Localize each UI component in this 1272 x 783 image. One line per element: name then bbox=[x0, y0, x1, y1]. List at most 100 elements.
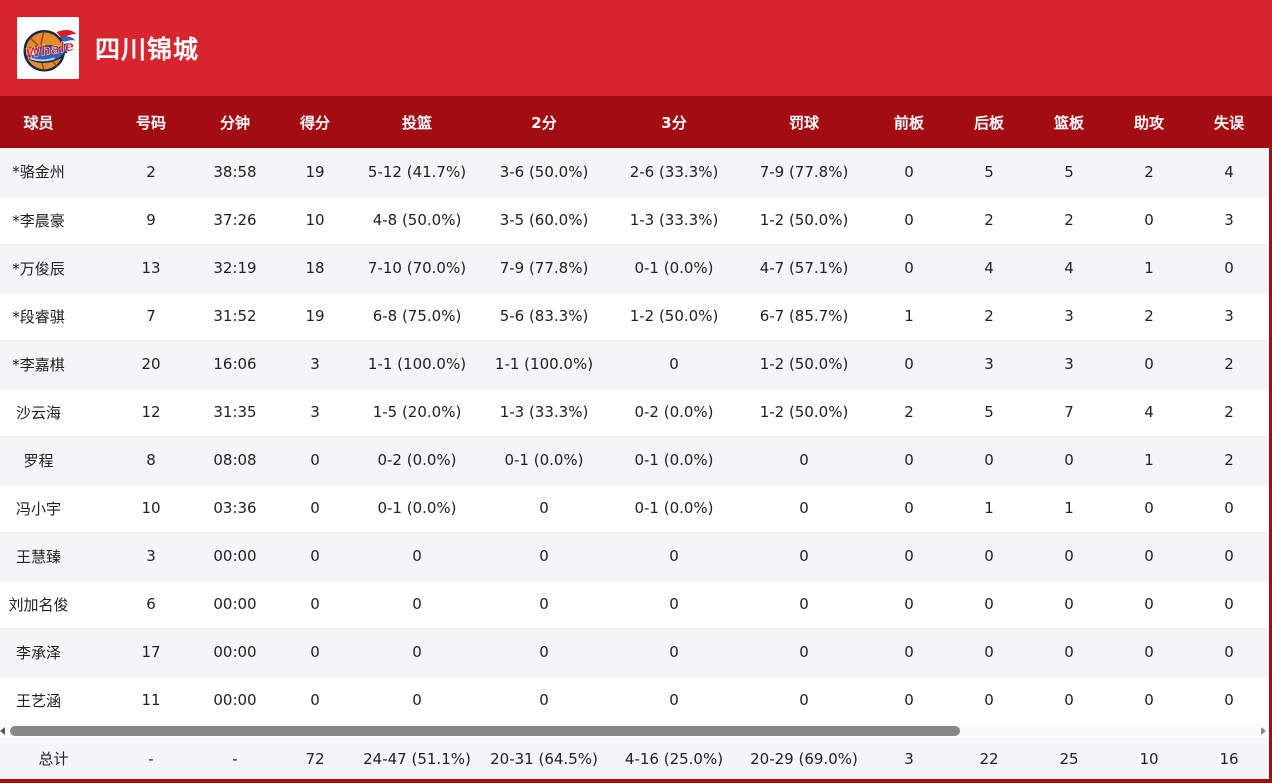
stat-cell: 0 bbox=[1109, 339, 1189, 388]
stat-cell: 2 bbox=[1189, 435, 1269, 484]
scroll-left-icon[interactable] bbox=[0, 727, 5, 735]
stat-cell: 0 bbox=[1189, 483, 1269, 532]
totals-table: 总计 - -72 24-47 (51.1%) 20-31 (64.5%) 4-16 (25… bbox=[0, 738, 1269, 779]
stat-cell: 0 bbox=[479, 675, 609, 724]
stat-cell: 4 bbox=[1109, 387, 1189, 436]
stat-cell: 0 bbox=[1109, 531, 1189, 580]
stat-cell: 1-3 (33.3%) bbox=[609, 195, 739, 244]
scrollbar-thumb[interactable] bbox=[10, 726, 960, 736]
stat-cell: 0 bbox=[609, 627, 739, 676]
totals-row: 总计 - -72 24-47 (51.1%) 20-31 (64.5%) 4-16 (25… bbox=[0, 738, 1269, 779]
stat-cell: 18 bbox=[275, 243, 355, 292]
stat-cell: 1-2 (50.0%) bbox=[739, 195, 869, 244]
stat-cell: 4-8 (50.0%) bbox=[355, 195, 479, 244]
stat-cell: 7 bbox=[1029, 387, 1109, 436]
column-header: 后板 bbox=[949, 96, 1029, 148]
stat-cell: 2 bbox=[1109, 291, 1189, 340]
stat-cell: 5 bbox=[984, 162, 994, 181]
total-stat-cell: 10 bbox=[1109, 738, 1189, 779]
horizontal-scrollbar[interactable] bbox=[0, 724, 1269, 738]
stat-cell: 3 bbox=[275, 387, 355, 436]
column-header: 得分 bbox=[275, 96, 355, 148]
stat-cell: 0-1 (0.0%) bbox=[609, 435, 739, 484]
stat-cell: 0 bbox=[355, 579, 479, 628]
stat-cell: 0 bbox=[869, 675, 949, 724]
player-name: *李晨豪 bbox=[0, 195, 107, 244]
player-name: *骆金州 bbox=[12, 163, 65, 182]
stat-cell: 0 bbox=[1109, 675, 1189, 724]
player-name: 罗程 bbox=[0, 435, 107, 484]
stat-cell: 2 bbox=[1144, 162, 1154, 181]
stat-cell: 6 bbox=[107, 579, 195, 628]
total-stat-cell: 24-47 (51.1%) bbox=[355, 738, 479, 779]
stat-cell: 8 bbox=[107, 435, 195, 484]
stat-cell: 0 bbox=[275, 483, 355, 532]
stat-cell: 3-5 (60.0%) bbox=[479, 195, 609, 244]
stat-cell: 3 bbox=[1029, 291, 1109, 340]
stat-cell: 0-1 (0.0%) bbox=[355, 483, 479, 532]
stat-cell: 1-2 (50.0%) bbox=[609, 291, 739, 340]
stat-cell: 0 bbox=[949, 531, 1029, 580]
stat-cell: 31:35 bbox=[195, 387, 275, 436]
app-header: Whale 四川锦城 bbox=[0, 0, 1272, 96]
stat-cell: 0 bbox=[949, 627, 1029, 676]
player-row: 罗程 8 08:08 0 0-2 (0.0%) 0-1 (0.0%) 0-1 (0.0%) 0… bbox=[0, 435, 1269, 484]
player-row: *段睿骐 7 31:52 19 6-8 (75.0%) 5-6 (83.3%) 1-2 (5… bbox=[0, 291, 1269, 340]
stat-cell: 1 bbox=[869, 291, 949, 340]
stat-cell: 0 bbox=[479, 531, 609, 580]
total-stat-cell: 3 bbox=[869, 738, 949, 779]
stats-table: 球员 号码 分钟 得分 投篮 2分 3分 罚球 前板 后板 篮板 助攻 失误 *骆金州 2 38:58 19 5… bbox=[0, 96, 1269, 724]
stat-cell: 2 bbox=[1029, 195, 1109, 244]
total-stat-cell: 22 bbox=[949, 738, 1029, 779]
stat-cell: 0 bbox=[869, 243, 949, 292]
stat-cell: 4 bbox=[1029, 243, 1109, 292]
player-row: 王艺涵 11 00:00 0 0 0 0 0 0 0 0 0 0 bbox=[0, 675, 1269, 724]
player-row: 冯小宇 10 03:36 0 0-1 (0.0%) 0 0-1 (0.0%) 0 0 1 1 0 0 bbox=[0, 483, 1269, 532]
team-logo: Whale bbox=[17, 17, 79, 79]
scroll-right-icon[interactable] bbox=[1261, 727, 1266, 735]
stat-cell: 03:36 bbox=[195, 483, 275, 532]
stat-cell: 0 bbox=[869, 339, 949, 388]
stat-cell: 5 bbox=[949, 387, 1029, 436]
total-stat-cell: - bbox=[195, 738, 275, 779]
player-row: 王慧臻 3 00:00 0 0 0 0 0 0 0 0 0 0 bbox=[0, 531, 1269, 580]
stat-cell: 0 bbox=[275, 579, 355, 628]
player-name: 刘加名俊 bbox=[0, 579, 107, 628]
stat-cell: 00:00 bbox=[195, 675, 275, 724]
stat-cell: 5-12 (41.7%) bbox=[367, 162, 467, 181]
stats-header-row: 球员 号码 分钟 得分 投篮 2分 3分 罚球 前板 后板 篮板 助攻 失误 bbox=[0, 96, 1269, 148]
stat-cell: 0 bbox=[275, 627, 355, 676]
total-stat-cell: 72 bbox=[275, 738, 355, 779]
stat-cell: 0 bbox=[1109, 579, 1189, 628]
svg-text:Whale: Whale bbox=[24, 38, 75, 62]
stat-cell: 10 bbox=[107, 483, 195, 532]
stat-cell: 20 bbox=[107, 339, 195, 388]
stat-cell: 6-8 (75.0%) bbox=[355, 291, 479, 340]
stat-cell: 1 bbox=[1109, 243, 1189, 292]
stat-cell: 4 bbox=[949, 243, 1029, 292]
stat-cell: 0-2 (0.0%) bbox=[609, 387, 739, 436]
stat-cell: 0 bbox=[1189, 579, 1269, 628]
stat-cell: 3 bbox=[1189, 291, 1269, 340]
stat-cell: 0 bbox=[869, 195, 949, 244]
player-name: 沙云海 bbox=[0, 387, 107, 436]
stat-cell: 08:08 bbox=[195, 435, 275, 484]
stat-cell: 7-9 (77.8%) bbox=[759, 162, 849, 181]
stat-cell: 0 bbox=[1109, 483, 1189, 532]
stat-cell: 0 bbox=[739, 531, 869, 580]
stat-cell: 0 bbox=[479, 627, 609, 676]
player-row: *骆金州 2 38:58 19 5-12 (41.7%) 3-6 (50.0%) 2-6 (… bbox=[0, 148, 1269, 196]
stat-cell: 1 bbox=[1109, 435, 1189, 484]
stat-cell: 1 bbox=[1029, 483, 1109, 532]
stat-cell: 4 bbox=[1224, 162, 1234, 181]
stat-cell: 0 bbox=[1189, 243, 1269, 292]
stat-cell: 3 bbox=[275, 339, 355, 388]
player-row: *李嘉棋 20 16:06 3 1-1 (100.0%) 1-1 (100.0%) 0 1-2… bbox=[0, 339, 1269, 388]
total-stat-cell: 20-29 (69.0%) bbox=[739, 738, 869, 779]
player-name: 王慧臻 bbox=[0, 531, 107, 580]
player-row: *万俊辰 13 32:19 18 7-10 (70.0%) 7-9 (77.8%) 0-1 … bbox=[0, 243, 1269, 292]
stat-cell: 6-7 (85.7%) bbox=[739, 291, 869, 340]
stat-cell: 0-1 (0.0%) bbox=[479, 435, 609, 484]
column-header: 前板 bbox=[869, 96, 949, 148]
column-header: 2分 bbox=[479, 96, 609, 148]
